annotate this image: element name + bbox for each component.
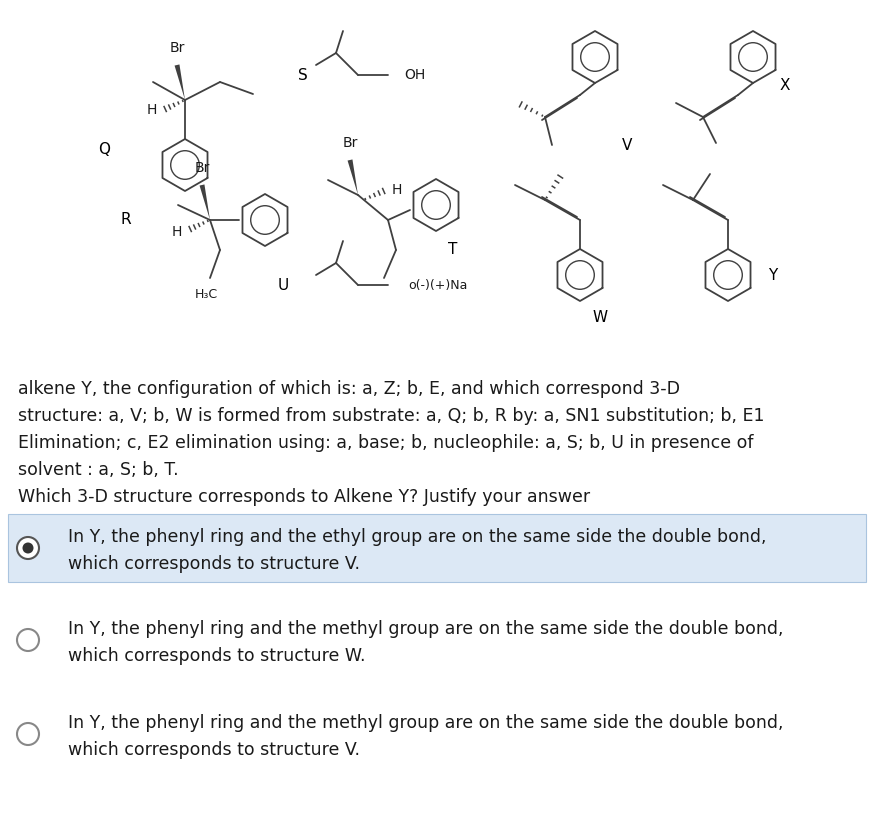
Polygon shape — [348, 160, 358, 195]
Text: W: W — [592, 310, 608, 325]
Text: H: H — [172, 225, 182, 239]
Text: Br: Br — [194, 161, 209, 175]
Text: alkene Y, the configuration of which is: a, Z; b, E, and which correspond 3-D
st: alkene Y, the configuration of which is:… — [18, 380, 765, 507]
Circle shape — [17, 629, 39, 651]
Text: Br: Br — [343, 136, 357, 150]
Text: o(-)(+)Na: o(-)(+)Na — [408, 279, 468, 291]
Text: Y: Y — [768, 268, 777, 283]
Polygon shape — [200, 185, 210, 220]
Text: H₃C: H₃C — [194, 288, 217, 301]
Text: In Y, the phenyl ring and the methyl group are on the same side the double bond,: In Y, the phenyl ring and the methyl gro… — [68, 714, 783, 759]
Text: T: T — [448, 242, 457, 257]
Text: OH: OH — [404, 68, 425, 82]
Text: U: U — [278, 278, 289, 293]
Text: S: S — [298, 67, 307, 82]
Text: In Y, the phenyl ring and the methyl group are on the same side the double bond,: In Y, the phenyl ring and the methyl gro… — [68, 620, 783, 665]
Text: H: H — [146, 103, 157, 117]
Text: Br: Br — [169, 41, 185, 55]
Text: In Y, the phenyl ring and the ethyl group are on the same side the double bond,
: In Y, the phenyl ring and the ethyl grou… — [68, 528, 766, 573]
Text: V: V — [622, 137, 632, 152]
Circle shape — [23, 542, 33, 553]
Circle shape — [17, 723, 39, 745]
Circle shape — [17, 537, 39, 559]
Text: X: X — [780, 77, 790, 92]
FancyBboxPatch shape — [8, 514, 866, 582]
Text: H: H — [392, 183, 402, 197]
Polygon shape — [174, 64, 185, 100]
Text: Q: Q — [98, 142, 110, 157]
Text: R: R — [120, 212, 131, 227]
